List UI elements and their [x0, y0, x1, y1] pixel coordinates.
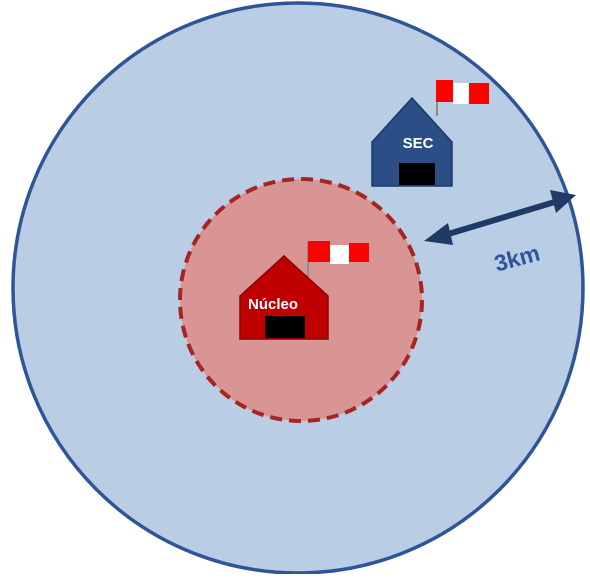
- nucleo-label: Núcleo: [248, 296, 298, 313]
- nucleo-house-icon: Núcleo: [239, 241, 369, 340]
- sec-door: [399, 163, 435, 185]
- nucleo-door: [265, 316, 305, 338]
- distance-double-arrow-icon: [424, 190, 576, 245]
- sec-label: SEC: [403, 135, 434, 152]
- nucleo-flag-icon: [308, 241, 369, 264]
- sec-house-icon: SEC: [371, 80, 489, 187]
- sec-flag-icon: [436, 80, 489, 104]
